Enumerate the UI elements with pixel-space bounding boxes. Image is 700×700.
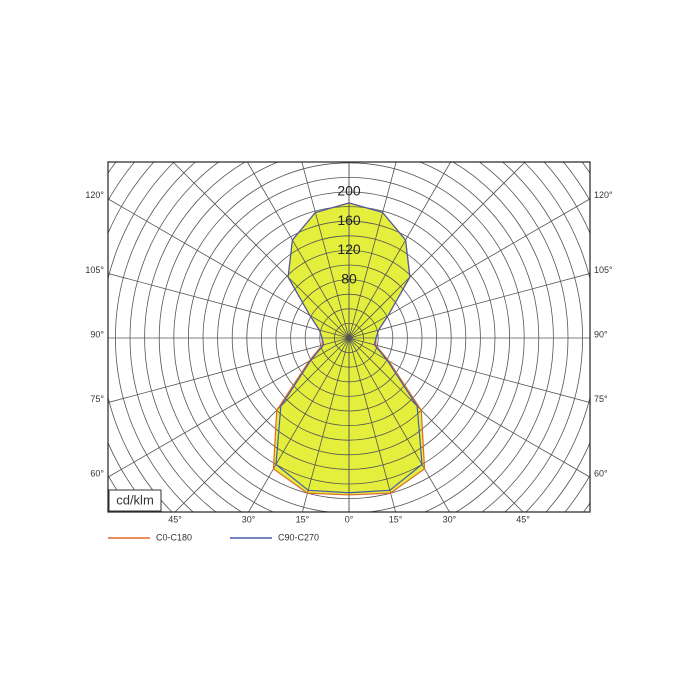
grid-radial bbox=[248, 337, 350, 512]
grid-radial bbox=[348, 273, 590, 339]
angle-label: 75° bbox=[90, 394, 104, 404]
grid-radial bbox=[348, 162, 452, 339]
grid-radial bbox=[301, 337, 350, 512]
rtick-label: 80 bbox=[341, 270, 357, 286]
angle-label: 30° bbox=[242, 514, 256, 524]
angle-label: 30° bbox=[443, 514, 457, 524]
grid-radial bbox=[348, 337, 450, 512]
angle-label: 60° bbox=[594, 469, 608, 479]
rtick-label: 160 bbox=[337, 212, 361, 228]
series-line bbox=[348, 202, 423, 494]
grid-radial bbox=[348, 337, 590, 478]
grid-radial bbox=[108, 273, 350, 339]
angle-label: 90° bbox=[90, 329, 104, 339]
angle-label: 75° bbox=[594, 394, 608, 404]
grid-radial bbox=[348, 198, 590, 339]
rtick-label: 120 bbox=[337, 241, 361, 257]
grid-radial bbox=[108, 337, 350, 403]
grid-radial bbox=[348, 162, 397, 339]
grid-radial bbox=[348, 337, 590, 403]
overlay: 80 120 160 200 45° 30° 15° 0° 15° 30° 45° 60° 60° 75°… bbox=[85, 161, 613, 542]
angle-label: 60° bbox=[90, 469, 104, 479]
plot-area bbox=[108, 162, 590, 512]
unit-box bbox=[108, 489, 162, 512]
frame bbox=[107, 161, 591, 513]
grid-radial bbox=[246, 162, 350, 339]
grid-radial bbox=[301, 162, 350, 339]
series-line bbox=[275, 202, 350, 494]
angle-label: 120° bbox=[594, 190, 613, 200]
grid-radial bbox=[108, 198, 350, 339]
grid-radial bbox=[348, 162, 526, 339]
grid-radial bbox=[348, 337, 397, 512]
unit-label: cd/klm bbox=[116, 492, 154, 507]
angle-label: 0° bbox=[345, 514, 354, 524]
angle-label: 105° bbox=[85, 265, 104, 275]
legend-label: C0-C180 bbox=[156, 532, 192, 542]
rtick-label: 200 bbox=[337, 183, 361, 199]
angle-label: 120° bbox=[85, 190, 104, 200]
angle-label: 15° bbox=[296, 514, 310, 524]
legend-label: C90-C270 bbox=[278, 532, 319, 542]
grid-radial bbox=[172, 162, 350, 339]
grid-radial bbox=[174, 337, 350, 512]
angle-label: 45° bbox=[516, 514, 530, 524]
grid-radial bbox=[348, 337, 524, 512]
angle-label: 105° bbox=[594, 265, 613, 275]
grid-radial bbox=[108, 337, 350, 478]
angle-label: 15° bbox=[389, 514, 403, 524]
angle-label: 45° bbox=[168, 514, 182, 524]
angle-label: 90° bbox=[594, 329, 608, 339]
